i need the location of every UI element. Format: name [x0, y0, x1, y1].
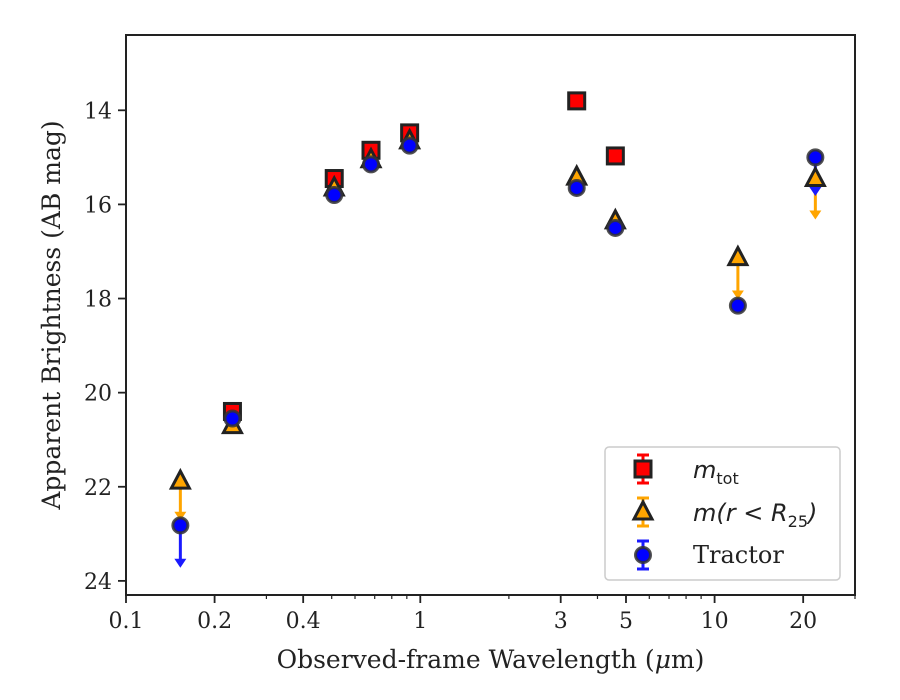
y-tick-label: 16: [84, 193, 112, 218]
upper-limit-arrowhead: [731, 290, 744, 300]
x-axis-label-unit: m): [671, 645, 704, 674]
legend-marker-mr25: [631, 498, 655, 521]
y-tick-label: 14: [84, 99, 112, 124]
data-point-tractor: [223, 409, 242, 428]
legend-mr25-rest1: (r < R: [716, 499, 787, 527]
x-tick-label: 0.4: [286, 609, 321, 634]
x-axis-label-mu: μ: [655, 645, 671, 674]
data-point-tractor: [806, 148, 825, 167]
y-tick-label: 22: [84, 476, 112, 501]
legend-mr25-rest2: ): [806, 499, 817, 527]
data-point-mtot: [567, 91, 587, 111]
legend: mtot m(r < R25) Tractor: [604, 446, 841, 581]
data-point-tractor: [567, 178, 586, 197]
x-tick-label: 5: [619, 609, 633, 634]
legend-markers: [631, 453, 655, 571]
legend-box: [604, 446, 841, 581]
legend-mtot-sub: tot: [716, 469, 738, 488]
legend-label-mtot: mtot: [693, 456, 739, 488]
y-tick-label: 18: [84, 288, 112, 313]
y-axis-label: Apparent Brightness (AB mag): [37, 120, 66, 510]
y-axis: 14 16 18 20 22 24: [84, 99, 126, 595]
x-tick-label: 3: [554, 609, 568, 634]
legend-marker-mtot: [633, 459, 653, 479]
x-tick-label: 0.2: [197, 609, 232, 634]
y-tick-label: 24: [84, 570, 112, 595]
legend-mtot-base: m: [693, 456, 716, 484]
x-tick-label: 20: [789, 609, 817, 634]
data-point-tractor: [362, 155, 381, 174]
data-point-mr25: [726, 244, 750, 267]
x-tick-label: 1: [413, 609, 427, 634]
data-point-mr25: [168, 467, 192, 490]
x-tick-label: 10: [701, 609, 729, 634]
upper-limit-arrowhead: [809, 187, 822, 196]
data-point-tractor: [606, 218, 625, 237]
data-point-tractor: [171, 516, 190, 535]
data-point-tractor: [400, 136, 419, 155]
plot-frame: [125, 34, 856, 596]
upper-limit-arrowhead: [174, 511, 187, 521]
data-point-tractor: [728, 296, 747, 315]
legend-label-mr25: m(r < R25): [693, 499, 817, 531]
x-tick-label: 0.1: [109, 609, 144, 634]
upper-limit-arrowhead: [809, 210, 822, 220]
upper-limit-arrowhead: [174, 558, 187, 568]
legend-mr25-sub: 25: [788, 512, 808, 531]
data-point-mtot: [605, 146, 625, 166]
plot-layer: [168, 91, 827, 568]
legend-mr25-base: m: [693, 499, 716, 527]
x-axis-label: Observed-frame Wavelength (μm): [277, 645, 705, 674]
data-point-mr25: [803, 165, 827, 188]
x-axis: 0.1 0.2 0.4 1 3 5 10 20: [109, 595, 856, 634]
legend-label-tractor: Tractor: [693, 541, 784, 569]
legend-marker-tractor: [634, 546, 652, 564]
y-tick-label: 20: [84, 382, 112, 407]
data-point-tractor: [325, 186, 344, 204]
x-axis-label-text: Observed-frame Wavelength (: [277, 645, 655, 674]
